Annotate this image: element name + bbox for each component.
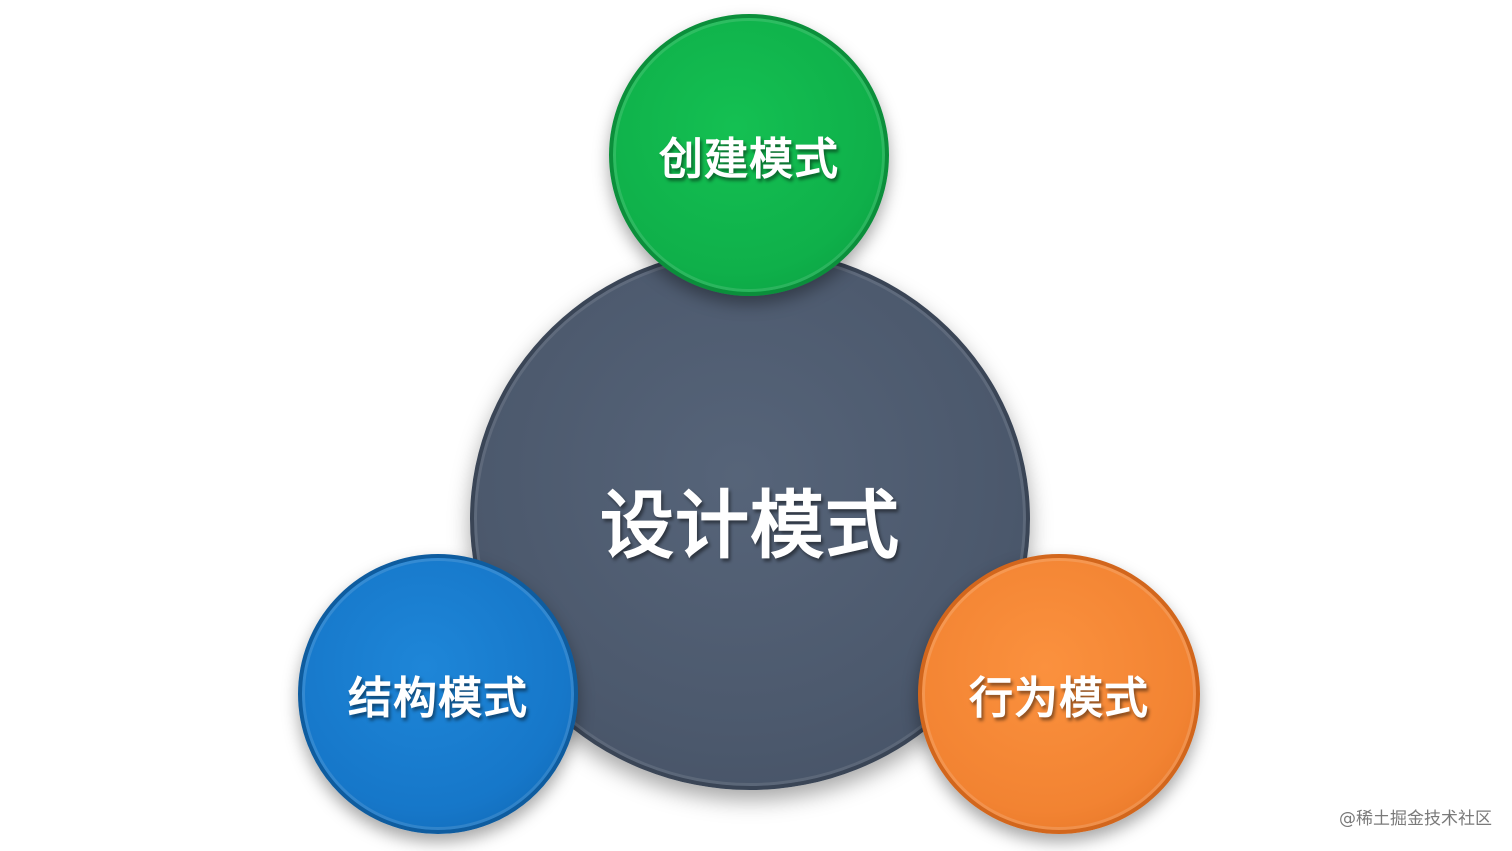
- node-label-behavioral: 行为模式: [969, 673, 1149, 724]
- center-label: 设计模式: [600, 482, 900, 569]
- node-label-structural: 结构模式: [348, 673, 528, 724]
- watermark-text: @稀土掘金技术社区: [1339, 809, 1492, 829]
- node-label-creational: 创建模式: [659, 134, 839, 185]
- node-behavioral-patterns: 行为模式: [918, 554, 1200, 834]
- node-creational-patterns: 创建模式: [609, 14, 889, 296]
- node-structural-patterns: 结构模式: [298, 554, 578, 834]
